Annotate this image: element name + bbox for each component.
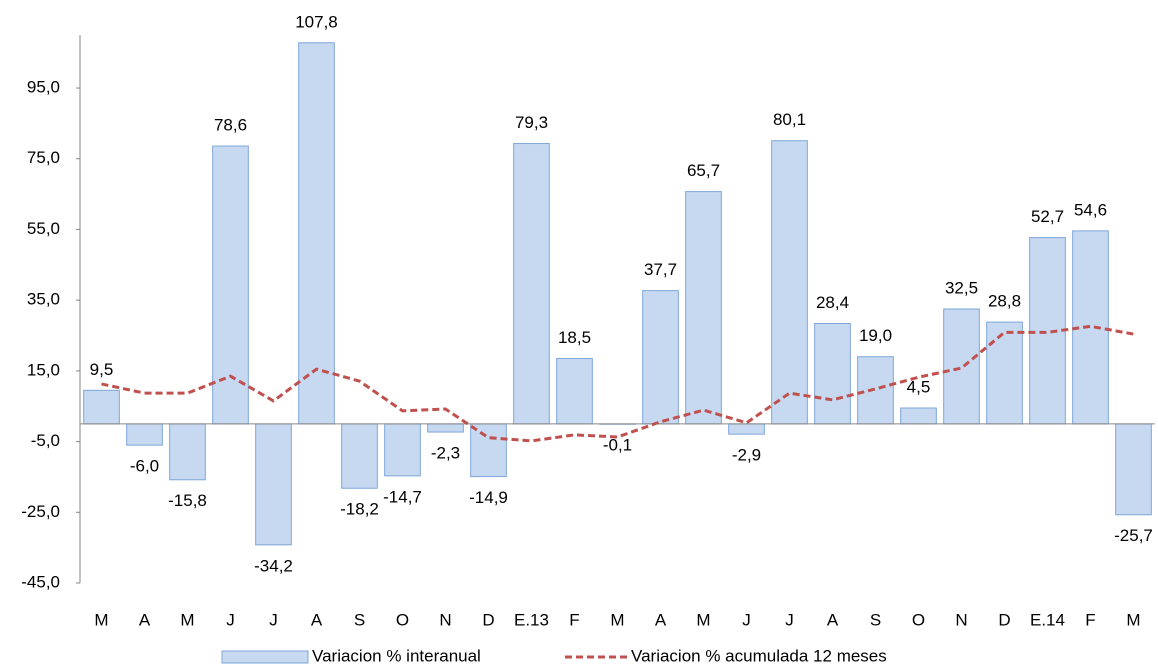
x-tick-label: A [139, 610, 151, 629]
y-tick-label: -5,0 [31, 431, 60, 450]
x-tick-label: E.13 [514, 610, 549, 629]
value-label: -34,2 [254, 556, 293, 575]
line [101, 324, 1134, 443]
bar [341, 423, 378, 489]
bar [814, 322, 851, 425]
value-label: -25,7 [1114, 526, 1153, 545]
bar [1029, 237, 1066, 425]
x-tick-label: M [94, 610, 108, 629]
x-tick-label: A [655, 610, 667, 629]
y-tick-label: 15,0 [27, 360, 60, 379]
x-tick-label: D [998, 610, 1010, 629]
bar [384, 423, 421, 477]
value-label: 79,3 [515, 113, 548, 132]
y-tick-label: 55,0 [27, 219, 60, 238]
value-label: 37,7 [644, 260, 677, 279]
x-tick-label: M [610, 610, 624, 629]
y-tick-label: -25,0 [21, 502, 60, 521]
bar [470, 423, 507, 478]
x-tick-label: N [439, 610, 451, 629]
bar [169, 423, 206, 481]
x-tick-label: O [396, 610, 409, 629]
bar [943, 308, 980, 425]
x-tick-label: M [696, 610, 710, 629]
x-tick-label: F [1085, 610, 1095, 629]
bar [427, 423, 464, 433]
x-tick-label: J [226, 610, 235, 629]
bar [513, 143, 550, 425]
value-label: 28,4 [816, 293, 849, 312]
y-tick-label: 95,0 [27, 78, 60, 97]
value-label: -18,2 [340, 500, 379, 519]
x-tick-label: J [742, 610, 751, 629]
x-tick-label: F [569, 610, 579, 629]
bar [83, 389, 120, 425]
y-tick-label: 75,0 [27, 148, 60, 167]
value-label: 78,6 [214, 115, 247, 134]
x-tick-label: S [354, 610, 365, 629]
bar [642, 290, 679, 425]
value-label: 52,7 [1031, 207, 1064, 226]
value-label: -2,9 [732, 446, 761, 465]
x-tick-label: M [180, 610, 194, 629]
bar [728, 423, 765, 435]
bar [556, 357, 593, 425]
x-tick-label: D [482, 610, 494, 629]
x-tick-label: A [311, 610, 323, 629]
x-tick-label: E.14 [1030, 610, 1065, 629]
value-label: 4,5 [907, 377, 931, 396]
bar [298, 42, 335, 425]
value-label: 28,8 [988, 292, 1021, 311]
y-tick-label: -45,0 [21, 572, 60, 591]
bar [771, 140, 808, 425]
x-tick-label: O [912, 610, 925, 629]
value-label: 54,6 [1074, 200, 1107, 219]
bar [126, 423, 163, 446]
value-label: 18,5 [558, 328, 591, 347]
bar [986, 321, 1023, 425]
legend-label: Variacion % interanual [312, 646, 481, 665]
legend-label: Variacion % acumulada 12 meses [631, 646, 887, 665]
bar [900, 407, 937, 425]
legend-swatch [221, 650, 309, 664]
bar [857, 356, 894, 425]
value-label: -0,1 [603, 436, 632, 455]
y-tick-label: 35,0 [27, 290, 60, 309]
x-tick-label: M [1126, 610, 1140, 629]
value-label: 19,0 [859, 326, 892, 345]
x-tick-label: A [827, 610, 839, 629]
value-label: 32,5 [945, 278, 978, 297]
x-tick-label: S [870, 610, 881, 629]
bar [685, 191, 722, 425]
value-label: 9,5 [90, 360, 114, 379]
bar [1115, 423, 1152, 516]
bar [255, 423, 292, 546]
value-label: -2,3 [431, 444, 460, 463]
x-tick-label: J [269, 610, 278, 629]
x-tick-label: N [955, 610, 967, 629]
value-label: 65,7 [687, 161, 720, 180]
value-label: -6,0 [130, 457, 159, 476]
value-label: -14,7 [383, 487, 422, 506]
value-label: -14,9 [469, 488, 508, 507]
value-label: 80,1 [773, 110, 806, 129]
x-tick-label: J [785, 610, 794, 629]
value-label: -15,8 [168, 491, 207, 510]
value-label: 107,8 [295, 12, 338, 31]
